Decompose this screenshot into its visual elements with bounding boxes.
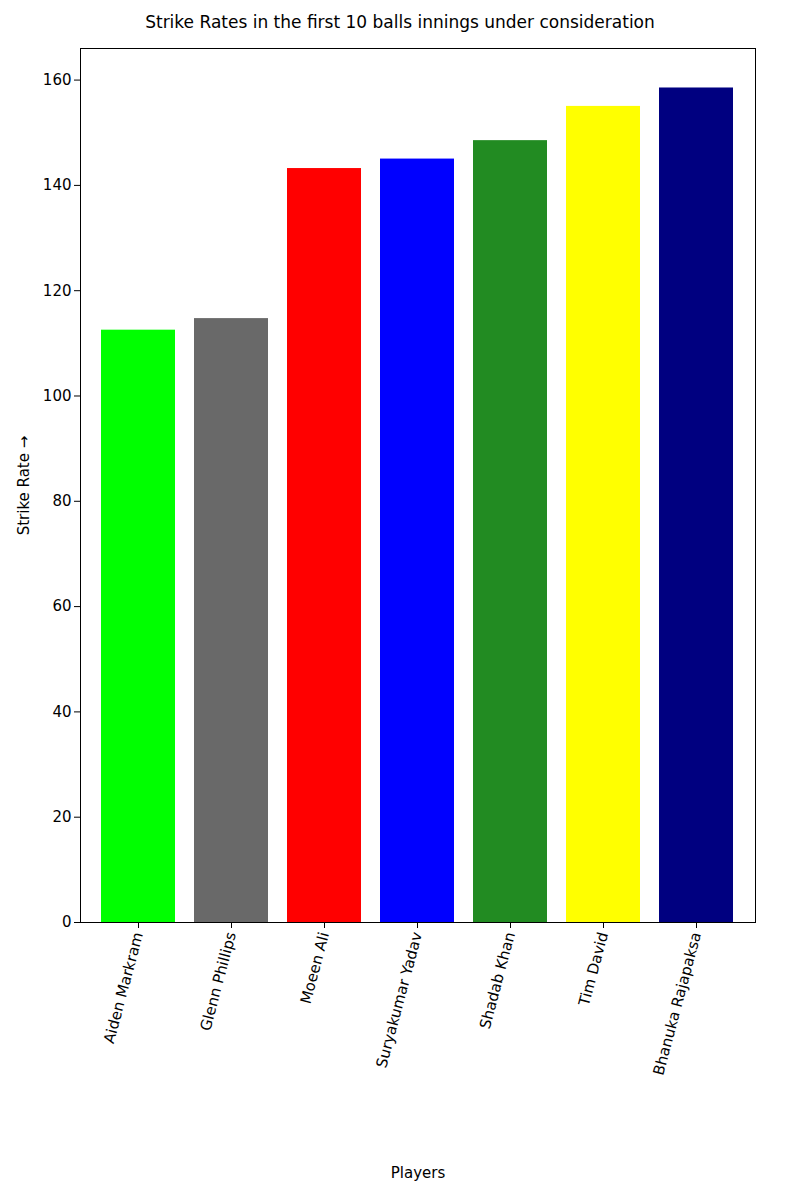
svg-text:80: 80 bbox=[52, 492, 71, 510]
svg-text:40: 40 bbox=[52, 703, 71, 721]
html-text:Strike Rates in the first 10 b: Strike Rates in the first 10 balls innin… bbox=[145, 12, 655, 32]
svg-text:Players: Players bbox=[391, 1164, 446, 1182]
svg-text:60: 60 bbox=[52, 597, 71, 615]
svg-text:160: 160 bbox=[43, 71, 72, 89]
svg-text:Shadab Khan: Shadab Khan bbox=[476, 930, 519, 1031]
svg-text:Glenn Phillips: Glenn Phillips bbox=[196, 930, 240, 1033]
svg-text:Suryakumar Yadav: Suryakumar Yadav bbox=[372, 930, 426, 1070]
svg-text:120: 120 bbox=[43, 281, 72, 299]
svg-text:0: 0 bbox=[62, 913, 72, 931]
svg-text:Bhanuka Rajapaksa: Bhanuka Rajapaksa bbox=[649, 930, 705, 1077]
svg-text:Tim David: Tim David bbox=[575, 930, 612, 1009]
svg-text:20: 20 bbox=[52, 808, 71, 826]
svg-text:Strike Rate →: Strike Rate → bbox=[15, 436, 33, 536]
svg-text:100: 100 bbox=[43, 387, 72, 405]
svg-text:Aiden Markram: Aiden Markram bbox=[100, 930, 147, 1045]
svg-text:140: 140 bbox=[43, 176, 72, 194]
svg-text:Moeen Ali: Moeen Ali bbox=[297, 930, 333, 1006]
